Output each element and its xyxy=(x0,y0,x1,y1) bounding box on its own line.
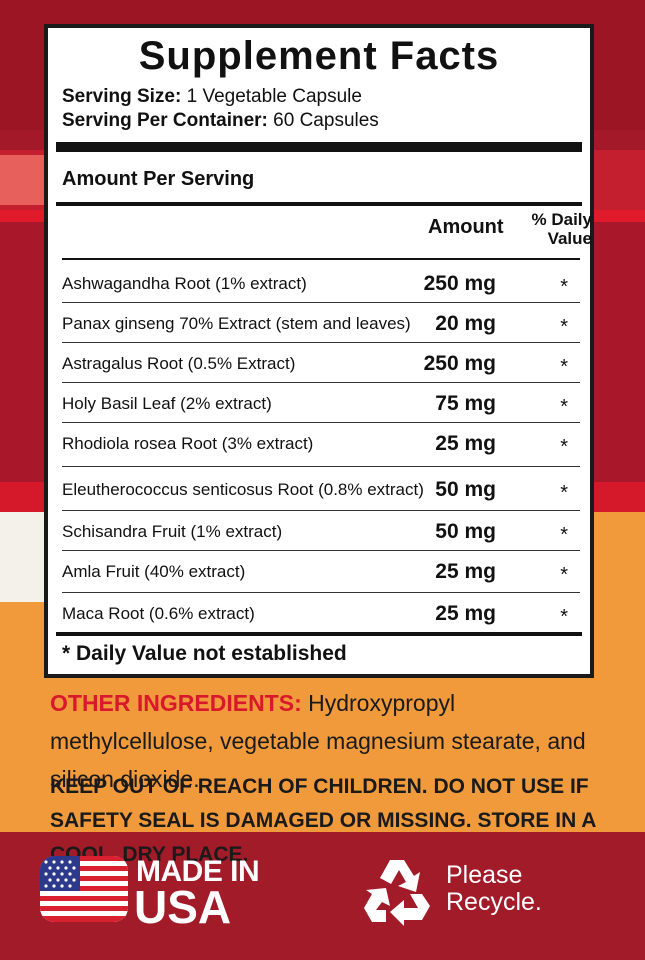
ingredient-amount: 50 mg xyxy=(435,520,496,543)
ingredient-name: Amla Fruit (40% extract) xyxy=(62,562,246,581)
usa-text: USA xyxy=(134,881,232,933)
ingredient-daily-value: * xyxy=(560,316,568,338)
ingredient-daily-value: * xyxy=(560,564,568,586)
ingredient-row: Amla Fruit (40% extract) 25 mg * xyxy=(62,552,578,592)
column-header-daily-value: % Daily Value xyxy=(516,210,592,248)
ingredient-amount: 25 mg xyxy=(435,602,496,625)
ingredient-daily-value: * xyxy=(560,356,568,378)
ingredient-row: Eleutherococcus senticosus Root (0.8% ex… xyxy=(62,470,578,510)
recycle-icon xyxy=(360,854,434,928)
ingredient-row: Ashwagandha Root (1% extract) 250 mg * xyxy=(62,264,578,304)
ingredient-name: Schisandra Fruit (1% extract) xyxy=(62,522,283,541)
ingredient-amount: 50 mg xyxy=(435,478,496,501)
ingredient-amount: 75 mg xyxy=(435,392,496,415)
ingredient-row: Maca Root (0.6% extract) 25 mg * xyxy=(62,594,578,634)
ingredient-amount: 25 mg xyxy=(435,432,496,455)
ingredient-name: Ashwagandha Root (1% extract) xyxy=(62,274,307,293)
row-divider xyxy=(62,510,580,511)
made-in-text: MADE IN xyxy=(136,855,260,888)
serving-size-label: Serving Size: xyxy=(62,86,182,107)
ingredient-row: Astragalus Root (0.5% Extract) 250 mg * xyxy=(62,344,578,384)
us-flag-icon xyxy=(40,856,128,922)
row-divider xyxy=(62,302,580,303)
panel-title: Supplement Facts xyxy=(138,34,500,78)
medium-rule xyxy=(56,202,582,206)
amount-per-serving: Amount Per Serving xyxy=(62,168,255,190)
daily-value-footnote: * Daily Value not established xyxy=(62,642,347,665)
column-header-amount: Amount xyxy=(428,216,504,238)
ingredient-row: Panax ginseng 70% Extract (stem and leav… xyxy=(62,304,578,344)
row-divider xyxy=(62,592,580,593)
ingredient-row: Schisandra Fruit (1% extract) 50 mg * xyxy=(62,512,578,552)
ingredient-daily-value: * xyxy=(560,396,568,418)
please-recycle-line1: Please xyxy=(446,861,523,889)
please-recycle-text: Please Recycle. xyxy=(446,862,542,916)
serving-size-value: 1 Vegetable Capsule xyxy=(186,86,362,107)
ingredient-amount: 20 mg xyxy=(435,312,496,335)
ingredient-amount: 250 mg xyxy=(423,352,496,375)
row-divider xyxy=(62,550,580,551)
ingredient-daily-value: * xyxy=(560,524,568,546)
row-divider xyxy=(62,466,580,467)
ingredient-amount: 250 mg xyxy=(423,272,496,295)
ingredient-name: Rhodiola rosea Root (3% extract) xyxy=(62,434,314,453)
row-divider xyxy=(62,342,580,343)
row-divider xyxy=(62,422,580,423)
row-divider xyxy=(62,382,580,383)
ingredient-name: Maca Root (0.6% extract) xyxy=(62,604,255,623)
supplement-facts-panel: Supplement Facts Serving Size: 1 Vegetab… xyxy=(44,24,594,678)
daily-value-line1: % Daily xyxy=(531,210,592,229)
servings-value: 60 Capsules xyxy=(273,110,379,131)
ingredient-name: Astragalus Root (0.5% Extract) xyxy=(62,354,296,373)
ingredient-name: Holy Basil Leaf (2% extract) xyxy=(62,394,272,413)
servings-per-container: Serving Per Container: 60 Capsules xyxy=(62,110,379,132)
ingredient-daily-value: * xyxy=(560,276,568,298)
other-ingredients: OTHER INGREDIENTS: Hydroxypropyl methylc… xyxy=(50,684,620,798)
ingredient-row: Holy Basil Leaf (2% extract) 75 mg * xyxy=(62,384,578,424)
serving-size: Serving Size: 1 Vegetable Capsule xyxy=(62,86,362,108)
ingredient-daily-value: * xyxy=(560,436,568,458)
ingredient-daily-value: * xyxy=(560,482,568,504)
ingredient-daily-value: * xyxy=(560,606,568,628)
thick-rule xyxy=(56,142,582,152)
other-ingredients-text: Hydroxypropyl methylcellulose, vegetable… xyxy=(50,690,586,792)
bottom-rule xyxy=(56,632,582,636)
background-block-pink xyxy=(0,155,50,205)
servings-label: Serving Per Container: xyxy=(62,110,268,131)
ingredient-name: Eleutherococcus senticosus Root (0.8% ex… xyxy=(62,480,424,499)
daily-value-line2: Value xyxy=(547,229,592,248)
ingredient-row: Rhodiola rosea Root (3% extract) 25 mg * xyxy=(62,424,578,464)
ingredient-name: Panax ginseng 70% Extract (stem and leav… xyxy=(62,314,411,333)
please-recycle-line2: Recycle. xyxy=(446,888,542,916)
ingredient-amount: 25 mg xyxy=(435,560,496,583)
row-divider xyxy=(62,258,580,260)
other-ingredients-label: OTHER INGREDIENTS: xyxy=(50,690,302,716)
